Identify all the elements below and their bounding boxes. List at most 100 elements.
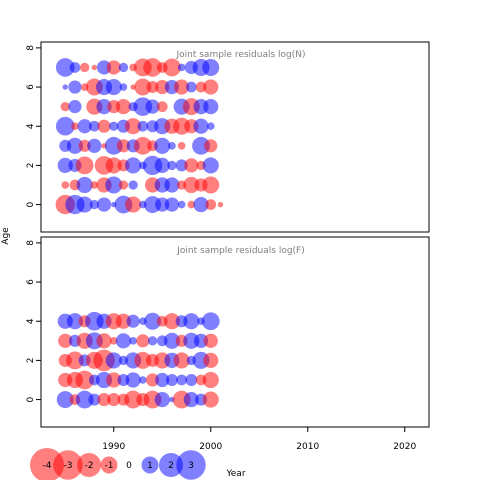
- residual-bubble: [66, 313, 84, 330]
- residual-bubble: [115, 313, 132, 329]
- legend-label: -4: [43, 461, 52, 471]
- residual-bubble: [193, 118, 209, 134]
- residual-bubble: [96, 333, 112, 349]
- residual-bubble: [58, 333, 73, 348]
- residual-bubble: [71, 122, 79, 131]
- residual-bubble: [97, 392, 111, 407]
- y-axis: 0 2 4 6 8: [26, 45, 41, 207]
- y-tick-label: 4: [26, 123, 36, 129]
- residual-bubble: [164, 197, 180, 212]
- residual-bubble: [163, 58, 181, 77]
- residual-bubble: [88, 120, 100, 132]
- residual-bubble: [192, 136, 210, 155]
- residual-bubble: [105, 176, 123, 194]
- y-tick-label: 8: [26, 240, 36, 246]
- residual-bubble: [66, 351, 84, 370]
- residual-bubble: [57, 157, 73, 174]
- residual-bubble: [154, 137, 171, 154]
- residual-bubble: [61, 181, 70, 189]
- x-tick-label: 2010: [296, 442, 319, 452]
- residual-bubble: [175, 159, 188, 172]
- legend-bubble: [76, 452, 102, 478]
- residual-bubble: [147, 336, 158, 346]
- residual-bubble: [185, 81, 197, 93]
- residual-bubble: [90, 181, 99, 189]
- residual-bubble: [136, 334, 150, 348]
- legend-label: -1: [105, 461, 114, 471]
- residual-bubble: [174, 79, 190, 95]
- residual-bubble: [203, 99, 219, 115]
- residual-bubble: [55, 58, 75, 77]
- panel-frame: [40, 41, 430, 233]
- residual-bubble: [129, 337, 137, 345]
- residual-bubble: [202, 58, 220, 76]
- residual-bubble: [193, 196, 209, 213]
- residual-bubble: [201, 312, 220, 331]
- residual-bubble: [202, 157, 219, 174]
- panel-logf: Joint sample residuals log(F) 0 2 4 6 8: [26, 236, 430, 428]
- residual-bubble: [185, 373, 198, 386]
- y-tick-label: 0: [26, 396, 36, 402]
- legend-label: 3: [188, 461, 194, 471]
- bubble-size-legend: -4 -3 -2 -1 0 1 2 3: [30, 448, 206, 480]
- residual-bubble: [69, 62, 81, 73]
- residual-bubble: [183, 176, 200, 194]
- panel-title: Joint sample residuals log(N): [175, 50, 305, 60]
- residual-bubble: [75, 156, 94, 175]
- residual-bubble: [163, 332, 181, 349]
- residual-bubble: [66, 137, 84, 154]
- y-tick-label: 2: [26, 163, 36, 169]
- residual-bubble: [137, 120, 149, 132]
- residual-bubble: [78, 139, 91, 152]
- y-tick-label: 0: [26, 201, 36, 207]
- residual-bubble: [55, 116, 75, 136]
- residual-bubble: [202, 371, 219, 389]
- residual-bubble: [173, 352, 190, 369]
- residual-bubble: [134, 78, 152, 96]
- residual-bubble: [205, 199, 217, 210]
- residual-bubble: [183, 313, 200, 330]
- residual-bubble: [87, 138, 102, 153]
- residual-bubble: [77, 119, 92, 134]
- residual-bubble: [202, 176, 220, 194]
- residual-bubble: [126, 314, 140, 328]
- residual-bubble: [75, 390, 94, 409]
- y-tick-label: 4: [26, 318, 36, 324]
- legend-bubble: [158, 452, 184, 478]
- legend-label: -2: [85, 461, 94, 471]
- y-tick-label: 2: [26, 358, 36, 364]
- residual-bubble: [156, 101, 168, 113]
- residual-bubble: [202, 391, 219, 408]
- residual-bubble: [133, 136, 152, 155]
- legend-bubble: [100, 456, 118, 474]
- residual-bubble: [165, 373, 178, 386]
- residual-bubble: [75, 370, 94, 390]
- residual-bubble: [115, 99, 132, 115]
- residual-bubble: [176, 374, 188, 386]
- residual-bubble: [96, 197, 112, 212]
- residual-bubble: [154, 391, 170, 408]
- y-tick-label: 6: [26, 84, 36, 90]
- residual-bubble: [134, 351, 152, 369]
- residual-bubble: [125, 157, 142, 174]
- residual-bubble: [119, 83, 128, 91]
- y-tick-label: 8: [26, 45, 36, 51]
- residual-bubble: [187, 200, 196, 209]
- legend-bubble: [141, 456, 159, 474]
- legend-label: 1: [147, 461, 153, 471]
- residual-bubble: [115, 333, 132, 349]
- bubbles-group: [56, 311, 220, 409]
- residual-bubble: [177, 200, 186, 209]
- residual-bubble: [143, 58, 162, 77]
- residual-bubble: [203, 333, 218, 348]
- residual-bubble: [68, 80, 82, 94]
- residual-bubble: [105, 78, 122, 96]
- residual-bubble: [62, 84, 68, 90]
- residual-bubble: [125, 196, 142, 213]
- residual-bubble: [203, 79, 219, 95]
- residual-bubble: [183, 391, 199, 408]
- residual-bubble: [146, 81, 159, 94]
- residual-bubble: [105, 157, 122, 174]
- residual-bubble: [128, 180, 138, 190]
- residual-bubble: [91, 64, 98, 71]
